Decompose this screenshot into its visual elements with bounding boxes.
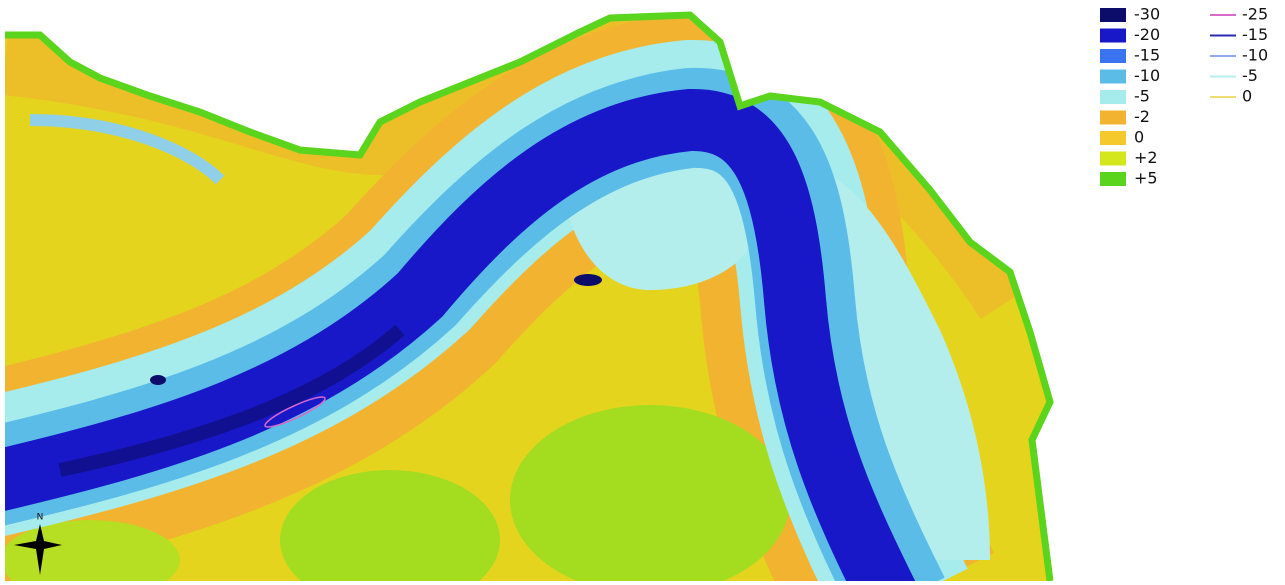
legend-label: -10 bbox=[1134, 66, 1160, 85]
legend-label: -15 bbox=[1242, 25, 1268, 44]
deep-hole bbox=[150, 375, 166, 385]
legend-swatch bbox=[1100, 70, 1126, 84]
legend-swatch bbox=[1100, 131, 1126, 145]
legend-label: -5 bbox=[1242, 66, 1258, 85]
legend: -30-20-15-10-5-20+2+5-25-15-10-50 bbox=[1100, 5, 1268, 188]
legend-label: +5 bbox=[1134, 169, 1158, 188]
north-label: N bbox=[37, 513, 44, 523]
legend-swatch bbox=[1100, 8, 1126, 22]
legend-swatch bbox=[1100, 29, 1126, 43]
bathymetry bbox=[0, 0, 1070, 581]
legend-swatch bbox=[1100, 152, 1126, 166]
legend-swatch bbox=[1100, 90, 1126, 104]
legend-label: 0 bbox=[1242, 87, 1252, 106]
legend-swatch bbox=[1100, 49, 1126, 63]
legend-swatch bbox=[1100, 111, 1126, 125]
legend-label: -20 bbox=[1134, 25, 1160, 44]
legend-label: -25 bbox=[1242, 5, 1268, 24]
legend-swatch bbox=[1100, 172, 1126, 186]
legend-label: -2 bbox=[1134, 107, 1150, 126]
legend-label: 0 bbox=[1134, 128, 1144, 147]
legend-label: -5 bbox=[1134, 87, 1150, 106]
legend-label: -15 bbox=[1134, 46, 1160, 65]
legend-label: -10 bbox=[1242, 46, 1268, 65]
deep-hole bbox=[574, 274, 602, 286]
map-view: N -30-20-15-10-5-20+2+5-25-15-10-50 bbox=[0, 0, 1285, 581]
legend-label: -30 bbox=[1134, 5, 1160, 24]
legend-label: +2 bbox=[1134, 148, 1158, 167]
